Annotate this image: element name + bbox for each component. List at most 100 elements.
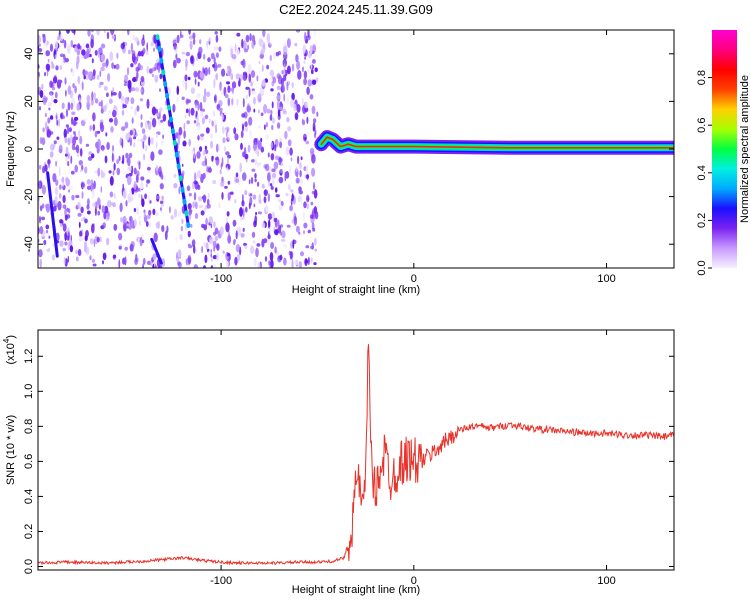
- noise-speck: [208, 167, 212, 174]
- noise-speck: [274, 91, 277, 95]
- noise-speck: [303, 60, 306, 64]
- colorbar-tick-label: 0.6: [696, 118, 708, 133]
- noise-speck: [269, 226, 271, 235]
- noise-speck: [202, 150, 206, 156]
- noise-speck: [155, 195, 160, 200]
- noise-speck: [204, 254, 208, 264]
- noise-speck: [67, 85, 72, 95]
- noise-speck: [219, 169, 222, 175]
- streak-highlight: [167, 104, 172, 111]
- noise-speck: [120, 96, 125, 102]
- spectrogram-x-tick-label: -100: [210, 273, 232, 285]
- noise-speck: [262, 41, 266, 50]
- noise-speck: [200, 133, 205, 137]
- noise-speck: [304, 31, 307, 41]
- snr-panel: -100 0 100 0.0 0.2 0.4 0.6 0.8 1.0 1.2 Height of …: [2, 329, 675, 596]
- noise-speck: [162, 134, 165, 139]
- noise-speck: [107, 200, 112, 208]
- noise-speck: [75, 144, 80, 154]
- noise-speck: [112, 170, 115, 176]
- noise-speck: [294, 168, 299, 177]
- noise-speck: [102, 260, 104, 265]
- noise-speck: [188, 208, 192, 216]
- noise-speck: [294, 259, 299, 266]
- noise-speck: [45, 50, 50, 57]
- noise-speck: [116, 52, 119, 59]
- noise-speck: [70, 134, 73, 145]
- noise-speck: [122, 183, 125, 188]
- noise-speck: [198, 196, 203, 202]
- noise-speck: [199, 111, 204, 118]
- noise-speck: [137, 187, 141, 192]
- noise-speck: [92, 202, 96, 207]
- noise-speck: [195, 57, 199, 61]
- noise-speck: [202, 194, 207, 203]
- noise-speck: [279, 224, 284, 228]
- noise-speck: [244, 153, 249, 160]
- noise-speck: [74, 85, 77, 94]
- noise-speck: [143, 153, 146, 161]
- noise-speck: [48, 107, 51, 111]
- noise-speck: [288, 184, 291, 191]
- noise-speck: [245, 94, 248, 100]
- noise-speck: [248, 116, 253, 126]
- noise-speck: [42, 203, 45, 209]
- noise-speck: [282, 108, 287, 114]
- noise-speck: [199, 71, 204, 79]
- noise-speck: [97, 210, 100, 216]
- noise-speck: [279, 169, 283, 174]
- noise-speck: [270, 242, 275, 249]
- noise-speck: [286, 117, 290, 123]
- noise-speck: [39, 258, 42, 268]
- streak-highlight: [180, 186, 185, 193]
- noise-speck: [43, 239, 47, 246]
- snr-y-exponent: (x104): [2, 335, 17, 365]
- snr-y-axis-label: SNR (10 * v/v): [5, 415, 17, 485]
- noise-speck: [112, 202, 116, 208]
- snr-axes: -100 0 100 0.0 0.2 0.4 0.6 0.8 1.0 1.2: [23, 330, 674, 587]
- noise-speck: [102, 222, 106, 229]
- noise-speck: [313, 189, 318, 199]
- noise-speck: [305, 165, 309, 174]
- noise-speck: [222, 137, 226, 144]
- noise-speck: [109, 51, 114, 61]
- snr-y-tick-label: 0.4: [23, 489, 35, 504]
- noise-speck: [315, 77, 319, 83]
- noise-speck: [262, 30, 266, 38]
- noise-speck: [189, 40, 193, 50]
- noise-speck: [57, 36, 60, 41]
- noise-speck: [112, 92, 117, 96]
- noise-speck: [197, 170, 201, 179]
- noise-speck: [106, 92, 109, 98]
- noise-speck: [38, 34, 41, 45]
- noise-speck: [141, 37, 146, 47]
- noise-speck: [146, 167, 151, 171]
- noise-speck: [267, 172, 271, 182]
- noise-speck: [304, 102, 309, 109]
- noise-speck: [123, 82, 127, 87]
- noise-speck: [172, 103, 176, 113]
- noise-speck: [231, 81, 237, 89]
- noise-speck: [278, 106, 283, 110]
- noise-speck: [194, 78, 197, 85]
- noise-speck: [188, 138, 191, 147]
- noise-speck: [313, 30, 316, 37]
- noise-speck: [57, 200, 62, 211]
- spectrogram-streak: [155, 34, 191, 229]
- noise-speck: [251, 231, 256, 238]
- snr-y-exponent-base: (x10: [5, 343, 17, 364]
- noise-speck: [240, 142, 243, 150]
- noise-speck: [53, 76, 58, 84]
- noise-speck: [170, 215, 174, 220]
- noise-speck: [276, 73, 281, 79]
- noise-speck: [193, 120, 197, 124]
- noise-speck: [220, 162, 223, 170]
- noise-speck: [312, 44, 317, 53]
- noise-speck: [251, 159, 255, 163]
- noise-speck: [202, 53, 206, 60]
- noise-speck: [49, 43, 54, 53]
- noise-speck: [307, 79, 313, 87]
- noise-speck: [58, 166, 61, 177]
- noise-speck: [239, 207, 243, 217]
